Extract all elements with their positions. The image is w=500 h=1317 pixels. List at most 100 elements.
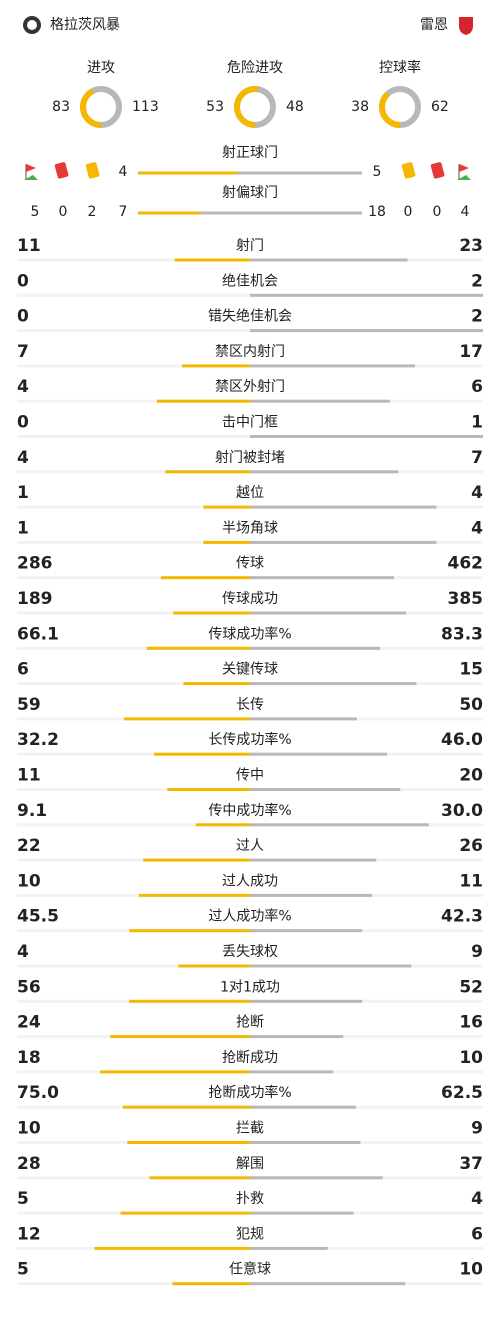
stat-bar-home bbox=[146, 646, 250, 650]
stat-home: 11 bbox=[17, 236, 41, 256]
stat-home: 286 bbox=[17, 554, 53, 574]
stat-bar-away bbox=[250, 788, 401, 791]
stat-label: 传中 bbox=[236, 768, 264, 784]
home-icons bbox=[24, 162, 100, 180]
stat-bar-home bbox=[203, 505, 250, 509]
stat-label: 抢断成功 bbox=[222, 1049, 278, 1066]
donut-home bbox=[234, 86, 276, 128]
stat-away: 37 bbox=[459, 1154, 483, 1174]
stat-bar-away bbox=[250, 1035, 344, 1039]
away-corners: 4 bbox=[461, 204, 470, 220]
stat-away: 2 bbox=[471, 307, 483, 327]
stat-home: 0 bbox=[17, 271, 29, 291]
stat-home: 11 bbox=[17, 766, 41, 786]
stat-label: 绝佳机会 bbox=[222, 273, 278, 289]
bar-away bbox=[237, 171, 362, 175]
stat-label: 半场角球 bbox=[222, 520, 278, 536]
stat-home: 10 bbox=[17, 871, 41, 891]
stat-bar-home bbox=[129, 929, 250, 933]
stat-bar-away bbox=[250, 1105, 356, 1109]
stat-label: 过人 bbox=[236, 838, 264, 854]
stat-home: 28 bbox=[17, 1154, 41, 1174]
stat-label: 犯规 bbox=[236, 1226, 264, 1242]
stat-away: 15 bbox=[459, 660, 483, 680]
stat-bar-away bbox=[250, 611, 407, 615]
stat-label: 禁区外射门 bbox=[215, 379, 285, 395]
stat-home: 6 bbox=[17, 660, 29, 680]
stat-home: 4 bbox=[17, 448, 29, 468]
stat-bar-home bbox=[167, 788, 250, 791]
stat-away: 6 bbox=[471, 1224, 483, 1244]
away-icons bbox=[401, 162, 471, 180]
away-on-target: 5 bbox=[373, 164, 382, 180]
home-red: 0 bbox=[59, 204, 68, 220]
stat-bar-home bbox=[149, 1176, 250, 1180]
stat-away: 62.5 bbox=[441, 1083, 483, 1103]
stat-home: 24 bbox=[17, 1013, 41, 1033]
stat-bar-home bbox=[182, 364, 250, 368]
summary-home: 83 bbox=[52, 99, 70, 115]
stat-away: 10 bbox=[459, 1260, 483, 1280]
summary-away: 113 bbox=[132, 99, 159, 115]
stat-bar-home bbox=[183, 682, 250, 686]
stat-label: 过人成功 bbox=[222, 873, 278, 889]
stat-bar-away bbox=[250, 1141, 361, 1144]
stat-bar-away bbox=[250, 399, 390, 403]
stat-bar-home bbox=[160, 576, 250, 580]
stat-label: 射门 bbox=[236, 238, 264, 254]
stat-bar-away bbox=[250, 470, 399, 474]
stat-label: 扑救 bbox=[236, 1191, 264, 1207]
away-red: 0 bbox=[433, 204, 442, 220]
stat-away: 20 bbox=[459, 766, 483, 786]
stat-bar-home bbox=[178, 964, 250, 968]
stat-away: 11 bbox=[459, 871, 483, 891]
stat-label: 解围 bbox=[236, 1156, 264, 1172]
home-off_target: 7 bbox=[119, 204, 128, 220]
stat-home: 189 bbox=[17, 589, 53, 609]
stat-bar-away bbox=[250, 858, 377, 862]
stat-home: 0 bbox=[17, 307, 29, 327]
stat-label: 越位 bbox=[236, 485, 264, 501]
stat-home: 18 bbox=[17, 1048, 41, 1068]
stat-label: 抢断成功率% bbox=[208, 1084, 291, 1101]
stat-bar-away bbox=[250, 964, 412, 968]
stat-label: 错失绝佳机会 bbox=[208, 309, 292, 325]
stat-away: 4 bbox=[471, 1189, 483, 1209]
stat-bar-away bbox=[250, 682, 417, 686]
stat-bar-away bbox=[250, 929, 363, 933]
stat-bar-home bbox=[122, 1105, 250, 1109]
stat-bar-away bbox=[250, 293, 483, 297]
on-target-label: 射正球门 bbox=[222, 145, 278, 161]
stat-home: 9.1 bbox=[17, 801, 47, 821]
stat-bar-home bbox=[94, 1246, 251, 1250]
stat-label: 传中成功率% bbox=[208, 802, 291, 819]
home-logo-inner bbox=[27, 20, 37, 30]
stat-bar-away bbox=[250, 717, 357, 721]
stat-label: 拦截 bbox=[236, 1121, 264, 1137]
summary-label: 危险进攻 bbox=[227, 60, 283, 76]
summary-home: 38 bbox=[351, 99, 369, 115]
stat-label: 长传成功率% bbox=[208, 731, 291, 748]
summary-away: 62 bbox=[431, 99, 449, 115]
stat-label: 击中门框 bbox=[222, 415, 278, 431]
stat-home: 4 bbox=[17, 377, 29, 397]
stat-home: 45.5 bbox=[17, 907, 59, 927]
bar-home bbox=[138, 211, 201, 215]
stat-bar-home bbox=[173, 611, 250, 615]
home-yellow: 2 bbox=[88, 204, 97, 220]
stat-away: 4 bbox=[471, 518, 483, 538]
stat-label: 过人成功率% bbox=[208, 908, 291, 925]
stat-away: 23 bbox=[459, 236, 483, 256]
stat-home: 1 bbox=[17, 483, 29, 503]
stat-home: 56 bbox=[17, 977, 41, 997]
stat-bar-home bbox=[156, 399, 250, 403]
stat-away: 50 bbox=[459, 695, 483, 715]
donut-home bbox=[379, 86, 421, 128]
stat-home: 10 bbox=[17, 1119, 41, 1139]
stat-label: 长传 bbox=[236, 697, 264, 713]
stat-label: 射门被封堵 bbox=[215, 450, 285, 466]
stat-label: 传球成功 bbox=[222, 591, 278, 607]
stat-bar-away bbox=[250, 576, 394, 580]
stat-bar-home bbox=[154, 752, 250, 756]
stat-away: 30.0 bbox=[441, 801, 483, 821]
